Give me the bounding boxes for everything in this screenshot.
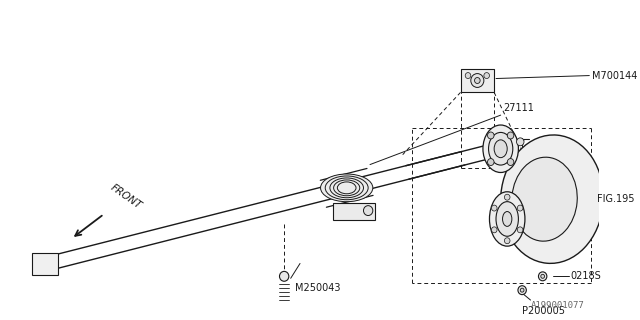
Circle shape: [508, 159, 514, 165]
Ellipse shape: [321, 174, 373, 202]
Circle shape: [488, 159, 494, 165]
Text: 27111: 27111: [504, 103, 534, 113]
Text: P200005: P200005: [522, 306, 565, 316]
Ellipse shape: [496, 202, 518, 236]
Circle shape: [504, 238, 510, 244]
Ellipse shape: [490, 192, 525, 246]
Circle shape: [541, 274, 545, 278]
Circle shape: [492, 227, 497, 233]
Ellipse shape: [483, 125, 518, 172]
Circle shape: [364, 206, 373, 216]
Circle shape: [520, 288, 524, 292]
Text: M700144: M700144: [592, 70, 637, 81]
Bar: [461, 68, 494, 92]
Circle shape: [516, 138, 524, 146]
Circle shape: [538, 272, 547, 281]
Circle shape: [517, 205, 523, 211]
Circle shape: [508, 132, 514, 139]
Circle shape: [518, 286, 526, 295]
Text: FIG.195: FIG.195: [596, 194, 634, 204]
Circle shape: [484, 73, 490, 78]
Ellipse shape: [500, 135, 604, 263]
Circle shape: [474, 77, 480, 84]
Ellipse shape: [488, 132, 513, 165]
Text: A199001077: A199001077: [531, 301, 585, 310]
Circle shape: [465, 73, 471, 78]
Text: M250043: M250043: [295, 283, 341, 293]
Text: 0218S: 0218S: [571, 271, 602, 281]
Circle shape: [517, 227, 523, 233]
Circle shape: [488, 132, 494, 139]
Bar: [333, 203, 374, 220]
Ellipse shape: [512, 157, 577, 241]
Circle shape: [280, 271, 289, 281]
Bar: [32, 253, 58, 275]
Ellipse shape: [494, 140, 508, 158]
Text: FRONT: FRONT: [109, 182, 143, 211]
Circle shape: [504, 194, 510, 200]
Circle shape: [471, 74, 484, 87]
Ellipse shape: [502, 212, 512, 226]
Circle shape: [492, 205, 497, 211]
